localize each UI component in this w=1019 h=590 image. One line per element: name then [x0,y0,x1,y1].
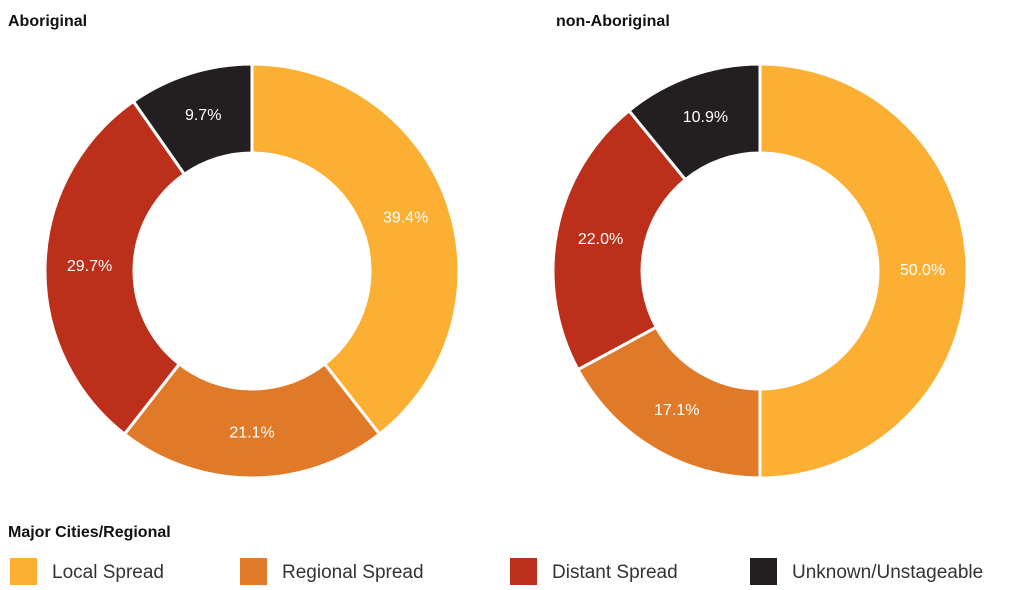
value-label: 17.1% [654,402,699,419]
donut-slice [131,62,254,177]
legend-swatch [240,558,267,585]
donut-slice [551,108,688,372]
legend-swatch [510,558,537,585]
donut-slice [122,361,382,480]
value-label: 22.0% [578,231,623,248]
legend-swatch [750,558,777,585]
donut-slice [758,62,969,480]
value-label: 29.7% [67,258,112,275]
value-label: 9.7% [185,107,221,124]
donut-slice [626,62,762,182]
legend-label: Regional Spread [282,562,424,583]
donut-slice [43,99,187,437]
legend-swatch [10,558,37,585]
donut-slice [250,62,461,437]
value-label: 10.9% [683,109,728,126]
legend-label: Distant Spread [552,562,678,583]
legend-title: Major Cities/Regional [8,524,171,541]
value-label: 21.1% [229,425,274,442]
chart-title: Aboriginal [8,13,87,30]
value-label: 39.4% [383,209,428,226]
chart-title: non-Aboriginal [556,13,670,30]
legend-label: Local Spread [52,562,164,583]
legend-label: Unknown/Unstageable [792,562,983,583]
value-label: 50.0% [900,262,945,279]
